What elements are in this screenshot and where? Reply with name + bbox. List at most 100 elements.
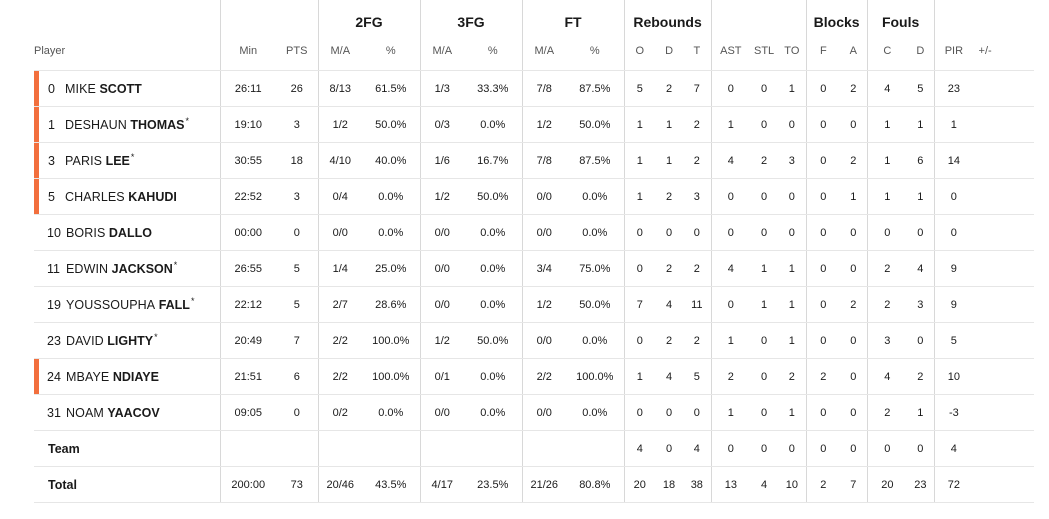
stat-pir: 0 — [933, 214, 974, 251]
stat-stl: 0 — [750, 430, 779, 467]
stat-reb-o: 0 — [623, 322, 656, 359]
row-pad — [997, 286, 1035, 323]
stat-reb-o: 0 — [623, 394, 656, 431]
player-row[interactable]: 5 CHARLES KAHUDI 22:52 3 0/4 0.0% 1/2 50.0% 0/0 0… — [34, 178, 1035, 215]
player-first-name[interactable]: MBAYE — [66, 369, 110, 384]
col-ft-pct[interactable]: % — [566, 31, 625, 71]
player-cell[interactable]: 10 BORIS DALLO — [34, 214, 220, 251]
col-blk-a[interactable]: A — [840, 31, 868, 71]
player-cell[interactable]: 23 DAVID LIGHTY* — [34, 322, 220, 359]
player-last-name[interactable]: KAHUDI — [128, 189, 177, 204]
col-to[interactable]: TO — [778, 31, 807, 71]
stat-foul-c: 0 — [866, 430, 908, 467]
stat-min: 20:49 — [219, 322, 276, 359]
stat-foul-d: 23 — [907, 466, 935, 503]
col-3fg-ma[interactable]: M/A — [419, 31, 465, 71]
player-first-name[interactable]: DESHAUN — [65, 117, 127, 132]
player-last-name[interactable]: SCOTT — [99, 81, 142, 96]
col-3fg-pct[interactable]: % — [464, 31, 523, 71]
col-2fg-pct[interactable]: % — [362, 31, 421, 71]
player-first-name[interactable]: EDWIN — [66, 261, 109, 276]
player-first-name[interactable]: DAVID — [66, 333, 104, 348]
stat-pir: 4 — [933, 430, 974, 467]
player-cell[interactable]: 11 EDWIN JACKSON* — [34, 250, 220, 287]
player-first-name[interactable]: PARIS — [65, 153, 103, 168]
player-last-name[interactable]: NDIAYE — [112, 369, 159, 384]
row-pad — [997, 358, 1035, 395]
stat-ast: 0 — [710, 286, 751, 323]
stat-2fg-pct: 100.0% — [362, 358, 421, 395]
player-row[interactable]: 1 DESHAUN THOMAS* 19:10 3 1/2 50.0% 0/3 0.0% 1/2… — [34, 106, 1035, 143]
col-ast[interactable]: AST — [710, 31, 751, 71]
player-row[interactable]: 31 NOAM YAACOV 09:05 0 0/2 0.0% 0/0 0.0% 0/0 0.0%… — [34, 394, 1035, 431]
player-last-name[interactable]: YAACOV — [107, 405, 160, 420]
player-row[interactable]: 0 MIKE SCOTT 26:11 26 8/13 61.5% 1/3 33.3% 7/8 87… — [34, 70, 1035, 107]
col-reb-d[interactable]: D — [655, 31, 684, 71]
stat-foul-d: 4 — [907, 250, 935, 287]
stat-plus-minus — [973, 70, 998, 107]
stat-to: 1 — [778, 394, 807, 431]
col-foul-d[interactable]: D — [907, 31, 935, 71]
stat-to: 2 — [778, 358, 807, 395]
stat-stl: 1 — [750, 286, 779, 323]
row-pad — [997, 106, 1035, 143]
player-row[interactable]: 19 YOUSSOUPHA FALL* 22:12 5 2/7 28.6% 0/0 0.0% 1… — [34, 286, 1035, 323]
player-last-name[interactable]: THOMAS — [130, 117, 185, 132]
stat-reb-o: 20 — [623, 466, 656, 503]
player-row[interactable]: 24 MBAYE NDIAYE 21:51 6 2/2 100.0% 0/1 0.0% 2/2 1… — [34, 358, 1035, 395]
stat-2fg-ma: 2/2 — [317, 358, 362, 395]
player-cell[interactable]: 1 DESHAUN THOMAS* — [34, 106, 220, 143]
player-number: 24 — [47, 369, 61, 384]
player-cell[interactable]: 5 CHARLES KAHUDI — [34, 178, 220, 215]
col-reb-t[interactable]: T — [683, 31, 712, 71]
player-cell[interactable]: 19 YOUSSOUPHA FALL* — [34, 286, 220, 323]
col-stl[interactable]: STL — [750, 31, 779, 71]
col-reb-o[interactable]: O — [623, 31, 656, 71]
player-last-name[interactable]: LIGHTY — [107, 333, 154, 348]
player-row[interactable]: 3 PARIS LEE* 30:55 18 4/10 40.0% 1/6 16.7% 7/8 87… — [34, 142, 1035, 179]
col-blk-f[interactable]: F — [805, 31, 841, 71]
stat-plus-minus — [973, 142, 998, 179]
stat-2fg-pct: 28.6% — [362, 286, 421, 323]
stat-foul-d: 3 — [907, 286, 935, 323]
col-2fg-ma[interactable]: M/A — [317, 31, 362, 71]
player-last-name[interactable]: LEE — [105, 153, 130, 168]
player-cell[interactable]: 0 MIKE SCOTT — [34, 70, 220, 107]
stat-ast: 0 — [710, 214, 751, 251]
player-first-name[interactable]: YOUSSOUPHA — [66, 297, 156, 312]
player-last-name[interactable]: FALL — [158, 297, 190, 312]
player-cell[interactable]: 3 PARIS LEE* — [34, 142, 220, 179]
player-star-marker: * — [130, 151, 135, 162]
player-number: 19 — [47, 297, 61, 312]
col-min[interactable]: Min — [219, 31, 276, 71]
group-blocks: Blocks — [805, 0, 868, 31]
player-last-name[interactable]: JACKSON — [111, 261, 173, 276]
col-foul-c[interactable]: C — [866, 31, 908, 71]
player-cell[interactable]: 31 NOAM YAACOV — [34, 394, 220, 431]
player-first-name[interactable]: BORIS — [66, 225, 106, 240]
stat-ft-ma — [521, 430, 567, 467]
player-star-marker: * — [185, 115, 189, 126]
player-first-name[interactable]: MIKE — [65, 81, 96, 96]
stat-stl: 0 — [750, 70, 779, 107]
player-cell[interactable]: 24 MBAYE NDIAYE — [34, 358, 220, 395]
stat-plus-minus — [973, 394, 998, 431]
col-plus-minus[interactable]: +/- — [973, 31, 998, 71]
stat-reb-d: 4 — [655, 358, 684, 395]
col-pir[interactable]: PIR — [933, 31, 974, 71]
col-player[interactable]: Player — [34, 31, 220, 71]
player-row[interactable]: 11 EDWIN JACKSON* 26:55 5 1/4 25.0% 0/0 0.0% 3/4… — [34, 250, 1035, 287]
player-first-name[interactable]: NOAM — [66, 405, 104, 420]
stat-ft-ma: 2/2 — [521, 358, 567, 395]
stat-to: 3 — [778, 142, 807, 179]
player-row[interactable]: 10 BORIS DALLO 00:00 0 0/0 0.0% 0/0 0.0% 0/0 0.0%… — [34, 214, 1035, 251]
row-pad — [997, 466, 1035, 503]
stat-foul-c: 3 — [866, 322, 908, 359]
player-last-name[interactable]: DALLO — [108, 225, 152, 240]
player-row[interactable]: 23 DAVID LIGHTY* 20:49 7 2/2 100.0% 1/2 50.0% 0/… — [34, 322, 1035, 359]
stat-3fg-pct: 0.0% — [464, 394, 523, 431]
col-ft-ma[interactable]: M/A — [521, 31, 567, 71]
player-first-name[interactable]: CHARLES — [65, 189, 125, 204]
stat-plus-minus — [973, 214, 998, 251]
col-pts[interactable]: PTS — [276, 31, 318, 71]
